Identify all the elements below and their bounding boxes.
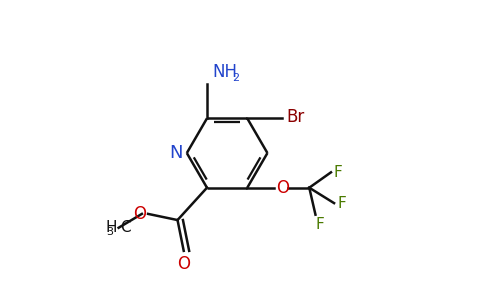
Text: O: O — [133, 205, 146, 223]
Text: H: H — [105, 220, 117, 235]
Text: 3: 3 — [106, 227, 113, 237]
Text: F: F — [337, 196, 346, 211]
Text: Br: Br — [286, 108, 304, 126]
Text: C: C — [120, 220, 130, 235]
Text: NH: NH — [212, 63, 238, 81]
Text: F: F — [334, 165, 343, 180]
Text: F: F — [316, 217, 324, 232]
Text: N: N — [169, 144, 183, 162]
Text: O: O — [276, 179, 289, 197]
Text: O: O — [177, 256, 190, 274]
Text: 2: 2 — [232, 73, 239, 82]
